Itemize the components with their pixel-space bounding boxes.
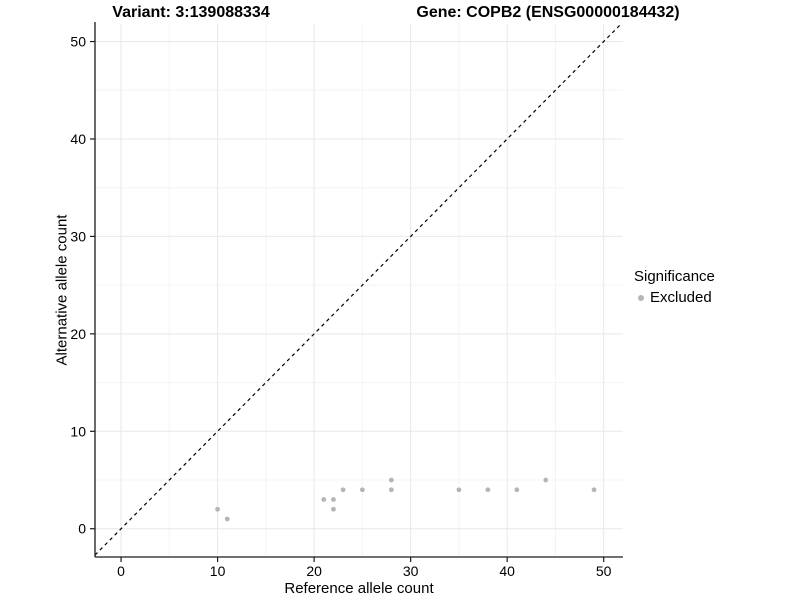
data-point	[514, 487, 520, 493]
y-tick-label: 10	[70, 423, 86, 439]
y-tick-label: 20	[70, 326, 86, 342]
variant-title: Variant: 3:139088334	[112, 4, 270, 21]
x-tick-label: 20	[306, 563, 322, 579]
data-point	[224, 516, 230, 522]
y-tick-label: 40	[70, 131, 86, 147]
data-point	[456, 487, 462, 493]
y-tick-label: 0	[78, 521, 86, 537]
x-tick-label: 10	[210, 563, 226, 579]
x-tick-label: 50	[596, 563, 612, 579]
y-tick-label: 30	[70, 228, 86, 244]
data-point	[388, 487, 394, 493]
data-point	[485, 487, 491, 493]
x-tick-label: 40	[499, 563, 515, 579]
legend: Significance Excluded	[634, 268, 715, 306]
data-point	[591, 487, 597, 493]
identity-dashed-line	[94, 23, 622, 556]
x-tick-label: 0	[117, 563, 125, 579]
data-point	[331, 497, 336, 502]
gene-title: Gene: COPB2 (ENSG00000184432)	[416, 4, 680, 21]
data-point	[359, 487, 365, 493]
legend-item: Excluded	[634, 289, 715, 306]
data-point	[388, 477, 394, 483]
x-tick-label: 30	[403, 563, 419, 579]
data-point	[340, 487, 346, 493]
data-point	[321, 497, 327, 502]
data-point	[331, 506, 336, 512]
excluded-point-icon	[638, 294, 644, 301]
y-tick-label: 50	[70, 34, 86, 50]
x-axis-title: Reference allele count	[284, 580, 434, 597]
data-point	[543, 477, 549, 483]
legend-title: Significance	[634, 268, 715, 285]
data-point	[215, 506, 220, 512]
legend-item-label: Excluded	[650, 289, 712, 306]
